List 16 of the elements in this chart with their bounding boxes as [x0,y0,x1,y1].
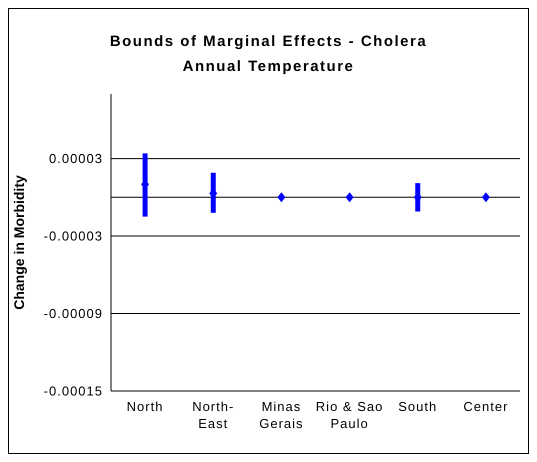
point [482,192,490,202]
x-tick-label: Minas Gerais [259,399,304,431]
point [346,192,354,202]
y-tick-label: -0.00009 [44,306,103,322]
point [277,192,286,202]
y-tick-label: 0.00003 [49,151,103,166]
x-tick-label: Rio & Sao Paulo [316,399,384,431]
x-tick-label: North-East [192,399,234,431]
y-tick-label: -0.00003 [44,228,103,244]
chart-subtitle: Annual Temperature [182,57,356,77]
x-tick-label: North [126,399,164,414]
y-axis-title: Change in Morbidity [10,175,27,310]
y-tick-label: -0.00015 [44,384,103,399]
x-tick-label: South [398,399,438,414]
x-tick-label: Center [463,399,508,414]
chart-title: Bounds of Marginal Effects - Cholera [108,32,428,52]
